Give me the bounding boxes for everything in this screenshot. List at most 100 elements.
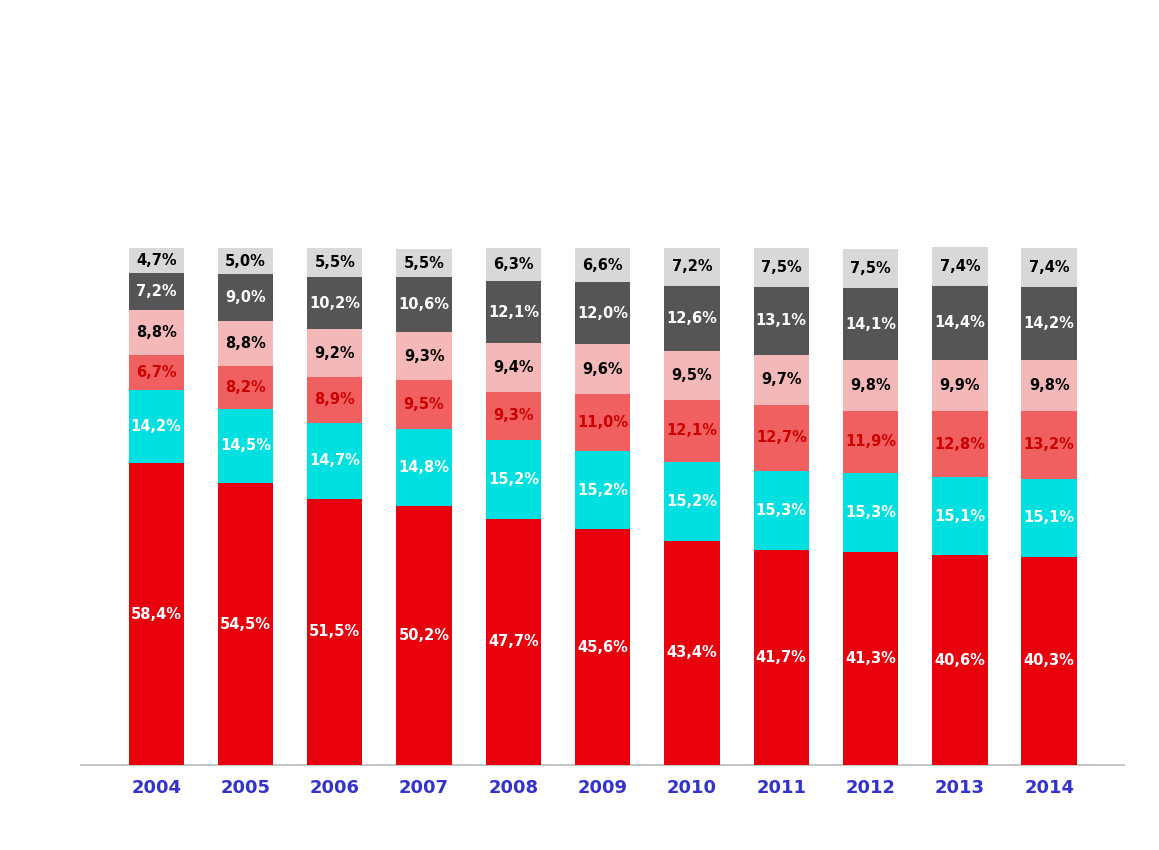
Text: 15,3%: 15,3%	[756, 502, 807, 518]
Bar	[575, 248, 630, 282]
Text: 4,7%: 4,7%	[136, 253, 176, 268]
Text: 6,6%: 6,6%	[582, 258, 624, 273]
Text: 14,8%: 14,8%	[399, 460, 450, 475]
Bar	[486, 343, 541, 392]
Bar	[129, 355, 184, 390]
Text: 41,7%: 41,7%	[756, 649, 807, 665]
Bar	[932, 286, 987, 360]
Bar	[129, 248, 184, 273]
Text: 14,5%: 14,5%	[220, 439, 271, 453]
Text: 12,8%: 12,8%	[934, 437, 985, 451]
Bar	[932, 555, 987, 765]
Text: 14,7%: 14,7%	[309, 453, 360, 468]
Bar	[396, 277, 452, 332]
Text: 5,5%: 5,5%	[403, 256, 445, 270]
Bar	[307, 423, 363, 499]
Text: 9,5%: 9,5%	[671, 368, 713, 382]
Text: 15,2%: 15,2%	[577, 483, 628, 497]
Text: 15,2%: 15,2%	[666, 494, 717, 509]
Text: 7,5%: 7,5%	[761, 260, 802, 275]
Bar	[218, 320, 274, 366]
Text: 8,8%: 8,8%	[225, 336, 265, 351]
Bar	[843, 360, 898, 411]
Bar	[307, 499, 363, 765]
Text: 6,3%: 6,3%	[493, 257, 533, 272]
Bar	[218, 484, 274, 765]
Bar	[129, 390, 184, 463]
Bar	[753, 405, 809, 471]
Text: 9,4%: 9,4%	[493, 360, 533, 375]
Text: 47,7%: 47,7%	[488, 634, 539, 649]
Text: 14,2%: 14,2%	[131, 419, 182, 434]
Bar	[307, 330, 363, 377]
Bar	[307, 248, 363, 277]
Bar	[396, 332, 452, 380]
Bar	[753, 287, 809, 354]
Text: 9,3%: 9,3%	[493, 409, 533, 423]
Text: 58,4%: 58,4%	[131, 607, 182, 621]
Bar	[753, 550, 809, 765]
Bar	[664, 541, 720, 765]
Bar	[843, 552, 898, 765]
Text: 45,6%: 45,6%	[577, 640, 628, 654]
Bar	[664, 400, 720, 462]
Bar	[218, 275, 274, 320]
Text: 5,5%: 5,5%	[314, 255, 356, 270]
Bar	[575, 394, 630, 451]
Bar	[218, 248, 274, 275]
Text: 9,2%: 9,2%	[314, 346, 355, 360]
Text: 9,7%: 9,7%	[761, 372, 802, 388]
Bar	[843, 411, 898, 473]
Bar	[129, 463, 184, 765]
Bar	[575, 344, 630, 394]
Bar	[843, 287, 898, 360]
Text: 7,2%: 7,2%	[136, 284, 176, 298]
Bar	[753, 248, 809, 287]
Text: 15,3%: 15,3%	[845, 505, 896, 519]
Bar	[218, 366, 274, 409]
Text: 51,5%: 51,5%	[309, 625, 360, 639]
Text: 12,1%: 12,1%	[666, 423, 717, 439]
Bar	[664, 462, 720, 541]
Bar	[753, 471, 809, 550]
Text: 6,7%: 6,7%	[136, 366, 176, 380]
Text: 8,8%: 8,8%	[136, 325, 176, 340]
Text: 50,2%: 50,2%	[399, 628, 450, 643]
Text: 54,5%: 54,5%	[220, 617, 271, 632]
Text: 12,7%: 12,7%	[756, 430, 807, 445]
Text: 15,1%: 15,1%	[1023, 510, 1074, 525]
Text: 40,3%: 40,3%	[1023, 654, 1074, 668]
Text: 11,0%: 11,0%	[577, 415, 628, 430]
Bar	[129, 273, 184, 309]
Bar	[1021, 411, 1077, 479]
Text: 11,9%: 11,9%	[845, 434, 896, 450]
Text: 9,9%: 9,9%	[940, 378, 981, 393]
Bar	[1021, 248, 1077, 286]
Text: 7,5%: 7,5%	[851, 261, 891, 275]
Text: 5,0%: 5,0%	[225, 254, 265, 269]
Text: 7,4%: 7,4%	[1029, 260, 1070, 275]
Bar	[843, 473, 898, 552]
Bar	[1021, 360, 1077, 411]
Bar	[1021, 557, 1077, 765]
Text: 12,1%: 12,1%	[488, 304, 539, 320]
Bar	[664, 286, 720, 351]
Bar	[218, 409, 274, 484]
Text: 15,2%: 15,2%	[488, 472, 539, 487]
Bar	[307, 277, 363, 330]
Text: 14,1%: 14,1%	[845, 316, 896, 332]
Text: 9,0%: 9,0%	[225, 290, 265, 305]
Bar	[1021, 286, 1077, 360]
Bar	[664, 351, 720, 399]
Bar	[396, 506, 452, 765]
Text: 9,5%: 9,5%	[403, 397, 444, 412]
Text: 12,0%: 12,0%	[577, 306, 628, 321]
Bar	[843, 249, 898, 287]
Bar	[1021, 479, 1077, 557]
Bar	[932, 247, 987, 286]
Text: 13,2%: 13,2%	[1023, 437, 1074, 452]
Text: 10,2%: 10,2%	[309, 296, 360, 310]
Bar	[575, 450, 630, 530]
Bar	[664, 248, 720, 286]
Text: 10,6%: 10,6%	[399, 298, 450, 312]
